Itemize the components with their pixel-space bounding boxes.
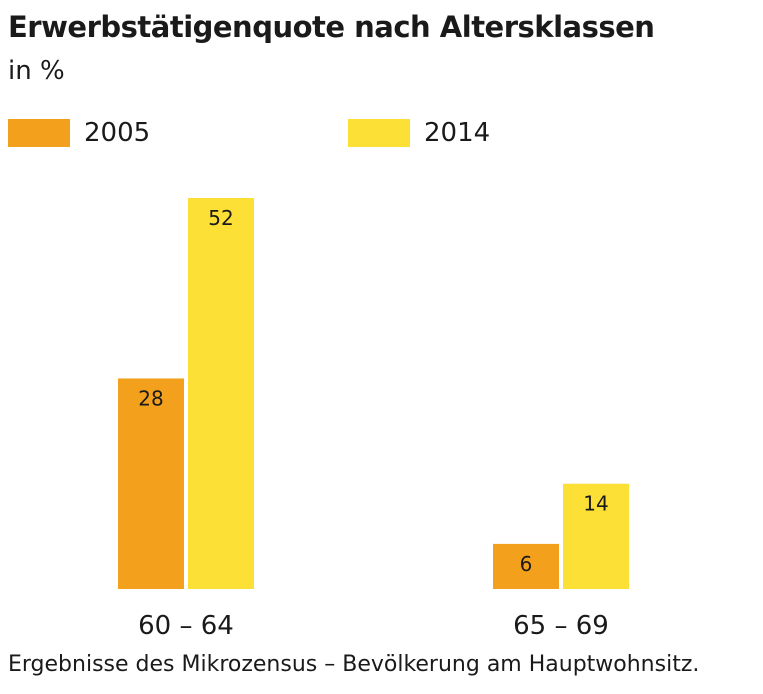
data-label-2005-0: 28 [138, 386, 163, 410]
chart-title: Erwerbstätigenquote nach Altersklassen [8, 10, 655, 44]
legend-label-2014: 2014 [424, 118, 491, 148]
x-tick-label-0: 60 – 64 [138, 611, 234, 641]
data-label-2005-1: 6 [520, 552, 533, 576]
bar-2014-1 [563, 483, 629, 589]
bar-2005-1 [493, 543, 559, 589]
legend-item-2005: 2005 [8, 118, 150, 148]
legend-swatch-2014 [348, 119, 410, 147]
bar-2005-0 [118, 378, 184, 589]
x-tick-label-1: 65 – 69 [513, 611, 609, 641]
chart-subtitle: in % [8, 56, 65, 86]
data-label-2014-0: 52 [208, 206, 233, 230]
legend-swatch-2005 [8, 119, 70, 147]
footnote: Ergebnisse des Mikrozensus – Bevölkerung… [8, 652, 700, 677]
legend-item-2014: 2014 [348, 118, 490, 148]
legend-label-2005: 2005 [84, 118, 151, 148]
data-label-2014-1: 14 [583, 492, 608, 516]
bar-2014-0 [188, 198, 254, 589]
